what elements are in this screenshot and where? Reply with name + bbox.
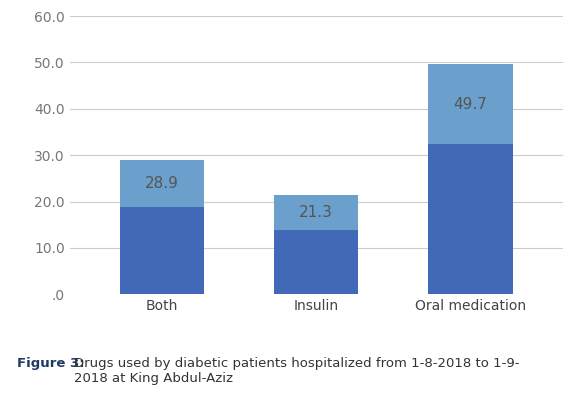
Bar [274, 195, 358, 230]
Bar [428, 64, 513, 144]
Text: Drugs used by diabetic patients hospitalized from 1-8-2018 to 1-9-
2018 at King : Drugs used by diabetic patients hospital… [74, 357, 520, 384]
Text: Figure 3:: Figure 3: [17, 357, 90, 370]
Text: 21.3: 21.3 [299, 205, 333, 220]
Text: 49.7: 49.7 [453, 97, 487, 112]
Bar [428, 144, 513, 294]
Bar [119, 160, 204, 207]
Bar [119, 207, 204, 294]
Bar [274, 230, 358, 294]
Text: 28.9: 28.9 [145, 176, 179, 191]
